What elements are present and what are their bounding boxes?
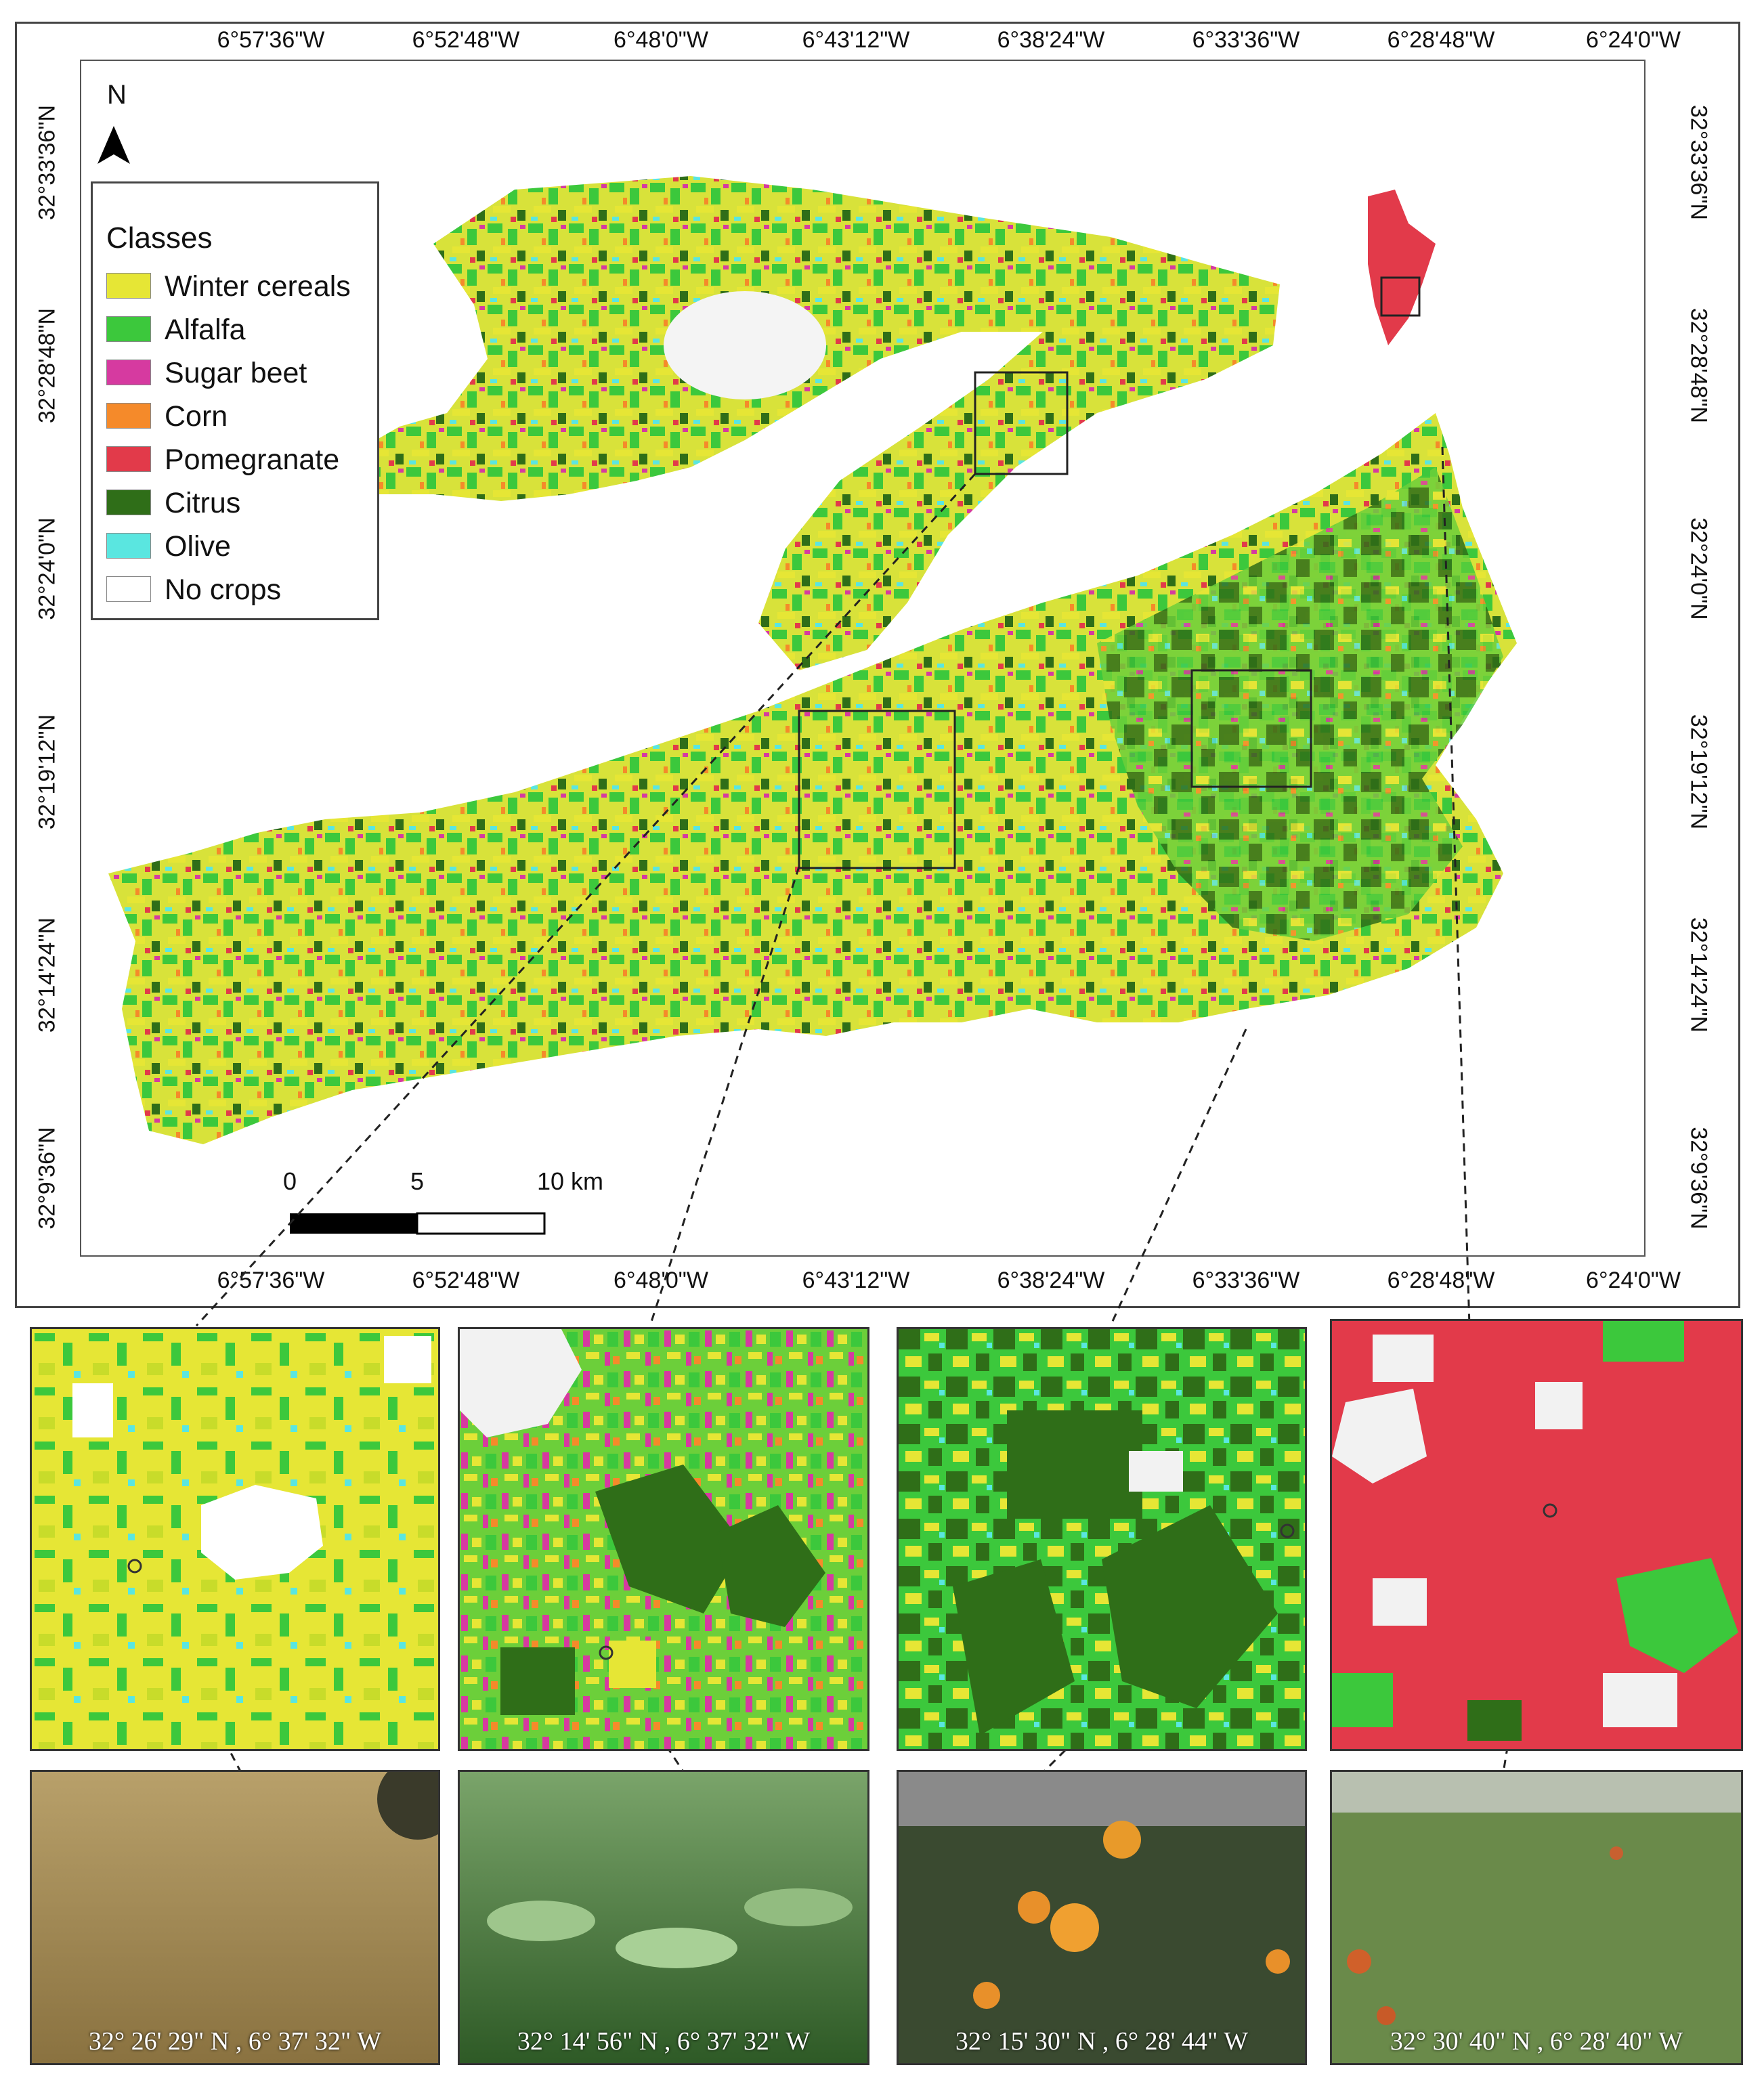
sugar-beet-photo bbox=[460, 1772, 867, 2063]
legend-label: Citrus bbox=[165, 487, 241, 519]
lon-tick-bottom: 6°33'36"W bbox=[1192, 1268, 1300, 1293]
inset-4-image bbox=[1332, 1321, 1741, 1749]
legend-item: Sugar beet bbox=[106, 357, 377, 391]
legend-label: Corn bbox=[165, 400, 228, 433]
legend: Classes Winter cereals Alfalfa Sugar bee… bbox=[91, 181, 379, 620]
lon-tick-top: 6°52'48"W bbox=[412, 27, 520, 53]
inset-box-3 bbox=[1190, 669, 1312, 788]
photo-sugar-beet[interactable]: 32° 14' 56" N , 6° 37' 32" W bbox=[458, 1770, 869, 2065]
legend-item: Citrus bbox=[106, 487, 377, 521]
lon-tick-bottom: 6°28'48"W bbox=[1387, 1268, 1495, 1293]
lon-tick-top: 6°48'0"W bbox=[614, 27, 708, 53]
inset-2-image bbox=[460, 1329, 867, 1749]
legend-item: Pomegranate bbox=[106, 443, 377, 477]
photo-citrus[interactable]: 32° 15' 30" N , 6° 28' 44" W bbox=[897, 1770, 1307, 2065]
legend-item: Winter cereals bbox=[106, 270, 377, 304]
photo-coordinate: 32° 15' 30" N , 6° 28' 44" W bbox=[955, 2027, 1249, 2056]
legend-label: Winter cereals bbox=[165, 270, 351, 303]
inset-1-image bbox=[32, 1329, 438, 1749]
legend-label: Pomegranate bbox=[165, 443, 340, 476]
legend-label: Alfalfa bbox=[165, 313, 246, 346]
scale-bar bbox=[290, 1212, 546, 1235]
legend-label: Olive bbox=[165, 530, 231, 563]
north-arrow-icon bbox=[98, 126, 130, 164]
citrus-photo bbox=[899, 1772, 1305, 2063]
crop-classification-map bbox=[98, 126, 1517, 1235]
lon-tick-top: 6°38'24"W bbox=[997, 27, 1105, 53]
lon-tick-bottom: 6°24'0"W bbox=[1586, 1268, 1681, 1293]
photo-coordinate: 32° 30' 40" N , 6° 28' 40" W bbox=[1390, 2027, 1683, 2056]
lon-tick-bottom: 6°57'36"W bbox=[217, 1268, 325, 1293]
swatch-olive bbox=[106, 533, 151, 559]
swatch-sugar-beet bbox=[106, 360, 151, 385]
lon-tick-bottom: 6°38'24"W bbox=[997, 1268, 1105, 1293]
scalebar-label-0: 0 bbox=[282, 1167, 297, 1195]
lon-tick-top: 6°33'36"W bbox=[1192, 27, 1300, 53]
inset-map-3[interactable] bbox=[897, 1327, 1307, 1751]
swatch-alfalfa bbox=[106, 316, 151, 342]
lon-tick-top: 6°43'12"W bbox=[802, 27, 910, 53]
swatch-pomegranate bbox=[106, 446, 151, 472]
lon-tick-top: 6°57'36"W bbox=[217, 27, 325, 53]
lon-tick-bottom: 6°43'12"W bbox=[802, 1268, 910, 1293]
inset-map-2[interactable] bbox=[458, 1327, 869, 1751]
inset-box-1 bbox=[974, 371, 1069, 475]
lon-tick-bottom: 6°52'48"W bbox=[412, 1268, 520, 1293]
region-south bbox=[108, 413, 1517, 1144]
region-north bbox=[352, 176, 1280, 670]
photo-coordinate: 32° 14' 56" N , 6° 37' 32" W bbox=[517, 2027, 811, 2056]
lon-tick-top: 6°28'48"W bbox=[1387, 27, 1495, 53]
sample-point-marker bbox=[127, 1559, 142, 1574]
region-northeast bbox=[1368, 190, 1436, 345]
lon-tick-top: 6°24'0"W bbox=[1586, 27, 1681, 53]
legend-item: Olive bbox=[106, 530, 377, 564]
lon-tick-bottom: 6°48'0"W bbox=[614, 1268, 708, 1293]
scalebar-label-5: 5 bbox=[410, 1167, 425, 1195]
swatch-corn bbox=[106, 403, 151, 429]
swatch-citrus bbox=[106, 490, 151, 515]
inset-box-2 bbox=[798, 710, 956, 869]
photo-coordinate: 32° 26' 29" N , 6° 37' 32" W bbox=[88, 2027, 382, 2056]
inset-box-4 bbox=[1380, 276, 1421, 317]
scalebar-label-10km: 10 km bbox=[536, 1167, 604, 1195]
legend-title: Classes bbox=[106, 221, 213, 255]
wheat-field-photo bbox=[32, 1772, 438, 2063]
sample-point-marker bbox=[599, 1645, 614, 1660]
legend-item: Corn bbox=[106, 400, 377, 434]
pomegranate-photo bbox=[1332, 1772, 1741, 2063]
inset-3-image bbox=[899, 1329, 1305, 1749]
swatch-no-crops bbox=[106, 576, 151, 602]
photo-winter-cereals[interactable]: 32° 26' 29" N , 6° 37' 32" W bbox=[30, 1770, 440, 2065]
north-label: N bbox=[107, 80, 127, 110]
inset-map-1[interactable] bbox=[30, 1327, 440, 1751]
legend-label: No crops bbox=[165, 573, 282, 606]
inset-map-4[interactable] bbox=[1330, 1319, 1743, 1751]
legend-item: No crops bbox=[106, 573, 377, 607]
sample-point-marker bbox=[1280, 1523, 1295, 1538]
legend-label: Sugar beet bbox=[165, 357, 307, 389]
swatch-winter-cereals bbox=[106, 273, 151, 299]
sample-point-marker bbox=[1543, 1503, 1557, 1518]
photo-pomegranate[interactable]: 32° 30' 40" N , 6° 28' 40" W bbox=[1330, 1770, 1743, 2065]
legend-item: Alfalfa bbox=[106, 313, 377, 347]
